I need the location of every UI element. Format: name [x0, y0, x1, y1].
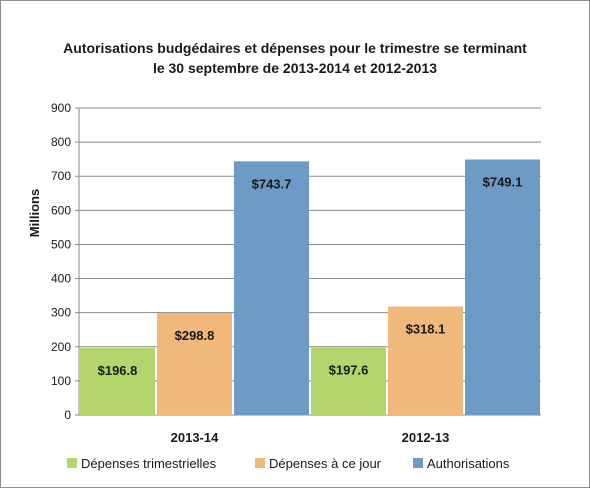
data-label: $196.8: [98, 363, 138, 378]
data-label: $298.8: [175, 328, 215, 343]
y-tick-label: 600: [51, 203, 71, 217]
bar: [311, 347, 386, 415]
legend-swatch: [413, 458, 423, 468]
legend-swatch: [67, 458, 77, 468]
y-tick-label: 500: [51, 237, 71, 251]
data-label: $197.6: [329, 363, 369, 378]
chart-title-line-2: le 30 septembre de 2013-2014 et 2012-201…: [153, 60, 437, 76]
bar: [157, 313, 232, 415]
y-axis-label: Millions: [27, 189, 42, 237]
y-tick-label: 100: [51, 374, 71, 388]
bar: [465, 159, 540, 415]
legend: Dépenses trimestrielles Dépenses à ce jou…: [67, 456, 510, 471]
legend-label: Authorisations: [427, 456, 510, 471]
bar: [80, 347, 155, 415]
data-label: $743.7: [252, 176, 292, 191]
y-axis-ticks: 0 100 200 300 400 500 600 700 800 900: [51, 101, 71, 422]
y-tick-label: 200: [51, 340, 71, 354]
bars: [80, 159, 540, 415]
data-label: $318.1: [406, 321, 446, 336]
y-tick-label: 900: [51, 101, 71, 115]
bar: [234, 161, 309, 415]
legend-label: Dépenses trimestrielles: [81, 456, 217, 471]
y-tick-label: 0: [64, 408, 71, 422]
x-category-label: 2012-13: [402, 430, 450, 445]
chart-title-line-1: Autorisations budgédaires et dépenses po…: [63, 40, 527, 56]
y-tick-label: 800: [51, 135, 71, 149]
x-axis-categories: 2013-14 2012-13: [171, 430, 450, 445]
y-tick-label: 700: [51, 169, 71, 183]
data-labels: $196.8 $298.8 $743.7 $197.6 $318.1 $749.1: [98, 174, 523, 377]
data-label: $749.1: [483, 174, 523, 189]
legend-label: Dépenses à ce jour: [269, 456, 382, 471]
legend-swatch: [255, 458, 265, 468]
bar: [388, 306, 463, 415]
y-tick-label: 300: [51, 306, 71, 320]
x-category-label: 2013-14: [171, 430, 219, 445]
y-tick-label: 400: [51, 272, 71, 286]
